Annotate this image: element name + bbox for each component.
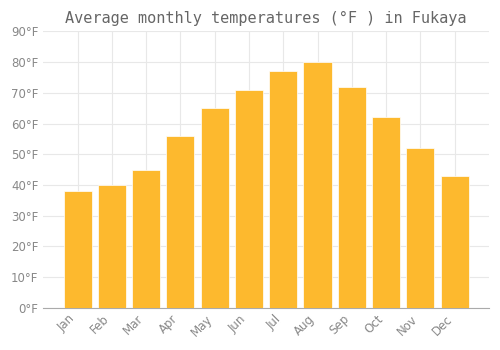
Bar xyxy=(372,117,400,308)
Bar xyxy=(304,62,332,308)
Bar xyxy=(64,191,92,308)
Bar xyxy=(132,169,160,308)
Bar xyxy=(338,87,366,308)
Bar xyxy=(235,90,263,308)
Bar xyxy=(166,136,194,308)
Bar xyxy=(440,176,468,308)
Title: Average monthly temperatures (°F ) in Fukaya: Average monthly temperatures (°F ) in Fu… xyxy=(66,11,467,26)
Bar xyxy=(98,185,126,308)
Bar xyxy=(200,108,229,308)
Bar xyxy=(406,148,434,308)
Bar xyxy=(269,71,298,308)
